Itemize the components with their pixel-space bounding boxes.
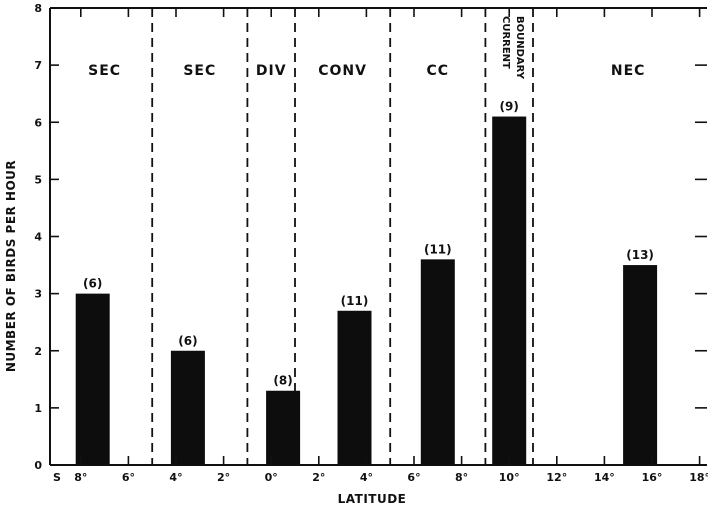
bar-count-label: (6) [178,334,197,348]
x-tick-label: 4° [360,471,373,484]
x-tick-label: 6° [407,471,420,484]
y-axis-title: NUMBER OF BIRDS PER HOUR [4,160,18,372]
zone-label-line: CURRENT [500,16,511,69]
y-tick-label: 4 [34,231,42,244]
x-tick-label: 10° [499,471,520,484]
bar [623,265,658,465]
zone-label: NEC [611,63,646,79]
x-tick-label: 12° [546,471,567,484]
x-tick-label: 8° [74,471,87,484]
bar [337,310,372,465]
x-tick-label: S [53,471,61,484]
y-tick-label: 0 [34,459,42,472]
x-tick-label: 6° [122,471,135,484]
zone-labels: SEC SEC DIV CONV CC CURRENT BOUNDARY NEC [88,16,646,80]
bar [170,350,205,465]
zone-label: DIV [256,63,287,79]
x-tick-label: 8° [455,471,468,484]
y-tick-label: 3 [34,288,42,301]
y-tick-label: 2 [34,345,42,358]
zone-label: SEC [88,63,121,79]
zone-label-line: BOUNDARY [514,16,525,80]
y-tick-label: 7 [34,59,42,72]
y-tick-label: 8 [34,2,42,15]
bar-count-label: (8) [273,374,292,388]
x-tick-label: 4° [169,471,182,484]
y-tick-label: 1 [34,402,42,415]
zone-dividers [151,8,534,465]
bars: (6) (6) (8) (11) (11) (9) (13) [75,100,658,465]
x-tick-label: 0° [265,471,278,484]
bar [75,293,110,465]
x-tick-label: 18° [689,471,708,484]
plot-frame [49,7,707,466]
y-tick-label: 6 [34,116,42,129]
bar [420,259,455,465]
zone-label: SEC [183,63,216,79]
bar-count-label: (11) [424,242,452,256]
zone-label: CONV [318,63,367,79]
y-axis-ticks: 0 1 2 3 4 5 6 7 8 [34,2,707,472]
zone-label: CC [427,63,450,79]
bar [266,390,301,465]
x-tick-label: 2° [312,471,325,484]
x-axis-ticks: S8°6°4°2°0°2°4°6°8°10°12°14°16°18°N [53,8,708,484]
bar-count-label: (11) [341,294,369,308]
bar-count-label: (9) [500,100,519,114]
x-tick-label: 16° [642,471,663,484]
x-tick-label: 2° [217,471,230,484]
bar-count-label: (6) [83,277,102,291]
bar [492,116,527,465]
x-tick-label: 14° [594,471,615,484]
bar-count-label: (13) [626,248,654,262]
y-tick-label: 5 [34,173,42,186]
x-axis-title: LATITUDE [338,492,407,506]
